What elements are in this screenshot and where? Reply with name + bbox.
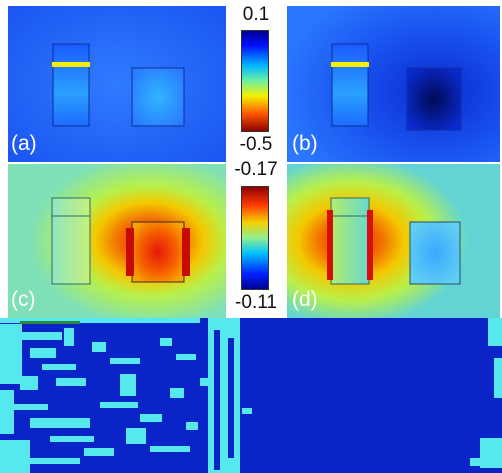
colorbar-bottom-min-label: -0.11	[235, 292, 277, 313]
panel-a: (a)	[8, 6, 226, 162]
panel-label-d: (d)	[292, 288, 318, 311]
panel-label-c: (c)	[11, 288, 36, 311]
glitch-pattern	[0, 318, 502, 473]
panel-d: (d)	[287, 164, 500, 318]
panel-a-field-map	[8, 6, 226, 162]
panel-d-field-map	[287, 164, 500, 318]
colorbar-bottom	[241, 186, 269, 290]
panel-c: (c)	[8, 164, 226, 318]
corrupted-image-region	[0, 318, 502, 473]
panel-label-a: (a)	[11, 132, 37, 155]
colorbar-top-gradient	[241, 30, 269, 132]
colorbar-top	[241, 30, 269, 132]
colorbar-top-min-label: -0.5	[239, 134, 273, 155]
panel-c-field-map	[8, 164, 226, 318]
colorbar-bottom-gradient	[241, 186, 269, 290]
panel-label-b: (b)	[292, 132, 318, 155]
panel-b-field-map	[287, 6, 500, 162]
colorbar-top-max-label: 0.1	[242, 4, 270, 25]
colorbar-bottom-max-label: -0.17	[234, 159, 278, 180]
panel-b: (b)	[287, 6, 500, 162]
